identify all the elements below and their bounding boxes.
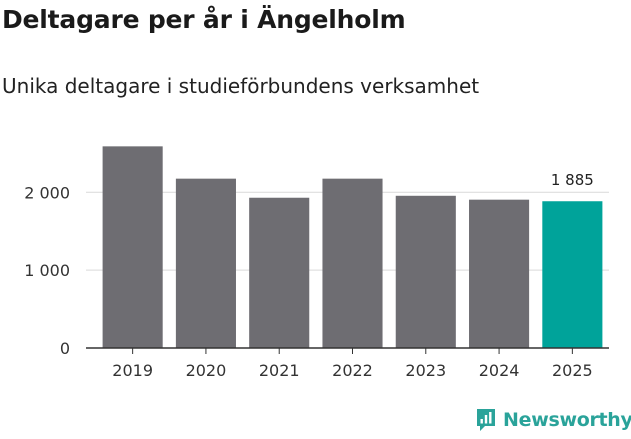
bar xyxy=(395,195,456,348)
x-tick-label: 2021 xyxy=(259,361,300,380)
bar xyxy=(175,178,236,348)
brand-logo: Newsworthy xyxy=(475,407,631,433)
bar xyxy=(542,201,603,348)
x-tick-label: 2025 xyxy=(552,361,593,380)
x-tick-label: 2020 xyxy=(186,361,227,380)
y-tick-label: 2 000 xyxy=(24,183,70,202)
chart-subtitle: Unika deltagare i studieförbundens verks… xyxy=(2,74,480,98)
y-tick-label: 0 xyxy=(60,339,70,358)
bar xyxy=(249,197,310,348)
y-tick-label: 1 000 xyxy=(24,261,70,280)
bar xyxy=(322,178,383,348)
brand-name: Newsworthy xyxy=(503,409,631,431)
bar xyxy=(102,146,163,348)
x-tick-label: 2024 xyxy=(479,361,520,380)
chart-title: Deltagare per år i Ängelholm xyxy=(2,5,406,34)
newsworthy-logo-icon xyxy=(477,409,495,431)
bar xyxy=(469,199,530,348)
x-tick-label: 2022 xyxy=(332,361,373,380)
data-label: 1 885 xyxy=(551,171,594,189)
x-tick-label: 2023 xyxy=(405,361,446,380)
x-tick-label: 2019 xyxy=(112,361,153,380)
